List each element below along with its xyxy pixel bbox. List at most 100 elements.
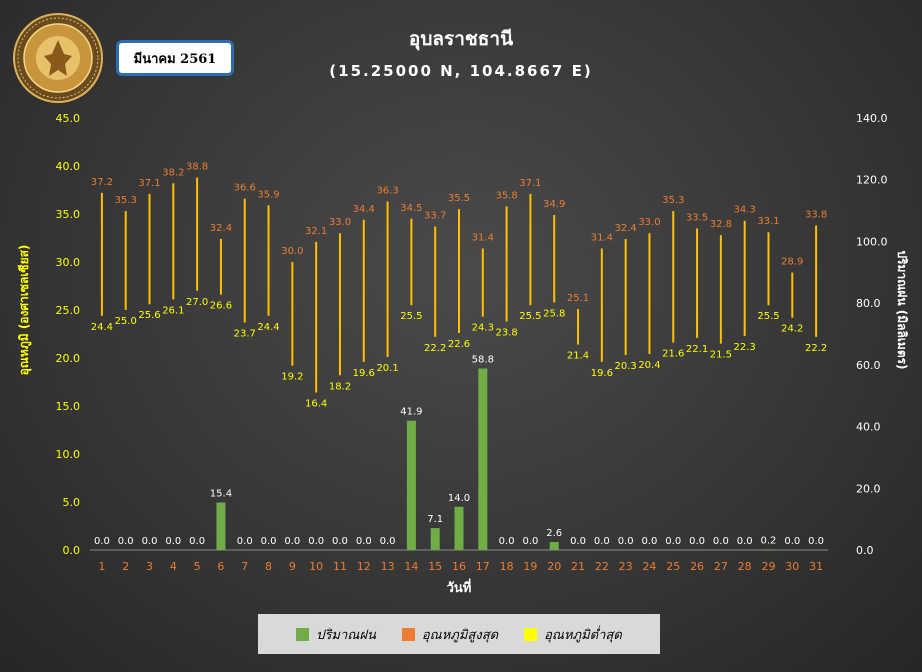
rain-bar (216, 502, 226, 550)
max-temp-data-label: 35.8 (495, 190, 517, 201)
min-temp-data-label: 25.5 (757, 311, 779, 322)
rain-data-label: 0.0 (618, 536, 634, 547)
max-temp-data-label: 34.3 (734, 205, 756, 216)
max-temp-data-label: 34.9 (543, 199, 565, 210)
rain-data-label: 0.0 (594, 536, 610, 547)
x-tick-label: 29 (761, 560, 775, 573)
max-temp-data-label: 37.1 (138, 178, 160, 189)
min-temp-data-label: 21.5 (710, 350, 732, 361)
min-temp-data-label: 20.3 (615, 361, 637, 372)
x-tick-label: 30 (785, 560, 799, 573)
rain-data-label: 0.0 (237, 536, 253, 547)
x-tick-label: 13 (381, 560, 395, 573)
max-temp-data-label: 33.0 (329, 217, 351, 228)
y-left-tick-label: 35.0 (56, 208, 81, 221)
rain-data-label: 0.0 (570, 536, 586, 547)
y-right-tick-label: 60.0 (856, 359, 881, 372)
max-temp-data-label: 36.3 (376, 186, 398, 197)
min-temp-data-label: 24.3 (472, 323, 494, 334)
min-temp-data-label: 22.1 (686, 344, 708, 355)
x-tick-label: 26 (690, 560, 704, 573)
max-temp-data-label: 28.9 (781, 257, 803, 268)
max-temp-data-label: 35.9 (257, 189, 279, 200)
legend-swatch-max-temp (401, 627, 415, 641)
max-temp-data-label: 35.3 (115, 195, 137, 206)
x-tick-label: 10 (309, 560, 323, 573)
y-right-tick-label: 0.0 (856, 544, 874, 557)
legend-item-min-temp: อุณหภูมิต่ำสุด (524, 624, 622, 645)
x-tick-label: 27 (714, 560, 728, 573)
rain-bar (430, 528, 440, 550)
min-temp-data-label: 25.6 (138, 310, 160, 321)
rain-data-label: 0.0 (641, 536, 657, 547)
min-temp-data-label: 25.0 (115, 316, 137, 327)
min-temp-data-label: 22.3 (734, 342, 756, 353)
rain-data-label: 2.6 (546, 528, 562, 539)
max-temp-data-label: 32.4 (615, 223, 637, 234)
x-tick-label: 1 (98, 560, 105, 573)
rain-data-label: 0.0 (142, 536, 158, 547)
min-temp-data-label: 24.2 (781, 324, 803, 335)
rain-data-label: 0.0 (284, 536, 300, 547)
rain-bar (549, 541, 559, 550)
rain-data-label: 0.0 (308, 536, 324, 547)
max-temp-data-label: 32.8 (710, 219, 732, 230)
x-tick-label: 2 (122, 560, 129, 573)
chart-subtitle: (15.25000 N, 104.8667 E) (329, 62, 593, 80)
x-tick-label: 31 (809, 560, 823, 573)
max-temp-data-label: 35.5 (448, 193, 470, 204)
x-tick-label: 5 (194, 560, 201, 573)
x-tick-label: 6 (217, 560, 224, 573)
x-tick-label: 21 (571, 560, 585, 573)
rain-data-label: 58.8 (472, 355, 494, 366)
min-temp-data-label: 24.4 (91, 322, 113, 333)
max-temp-data-label: 34.4 (353, 204, 375, 215)
x-tick-label: 4 (170, 560, 177, 573)
rain-data-label: 15.4 (210, 488, 232, 499)
y-left-tick-label: 5.0 (63, 496, 81, 509)
x-tick-label: 9 (289, 560, 296, 573)
min-temp-data-label: 22.6 (448, 339, 470, 350)
rain-data-label: 0.0 (522, 536, 538, 547)
max-temp-data-label: 33.1 (757, 216, 779, 227)
min-temp-data-label: 23.8 (495, 328, 517, 339)
min-temp-data-label: 19.2 (281, 372, 303, 383)
rain-data-label: 0.0 (499, 536, 515, 547)
rain-data-label: 0.0 (665, 536, 681, 547)
max-temp-data-label: 37.2 (91, 177, 113, 188)
max-temp-data-label: 34.5 (400, 203, 422, 214)
y-left-tick-label: 10.0 (56, 448, 81, 461)
x-tick-label: 22 (595, 560, 609, 573)
min-temp-data-label: 20.1 (376, 363, 398, 374)
x-tick-label: 3 (146, 560, 153, 573)
rain-data-label: 14.0 (448, 493, 470, 504)
rain-data-label: 0.2 (761, 535, 777, 546)
min-temp-data-label: 25.8 (543, 308, 565, 319)
rain-data-label: 0.0 (737, 536, 753, 547)
min-temp-data-label: 25.5 (400, 311, 422, 322)
rain-data-label: 0.0 (189, 536, 205, 547)
min-temp-data-label: 19.6 (353, 368, 375, 379)
min-temp-data-label: 26.1 (162, 305, 184, 316)
min-temp-data-label: 18.2 (329, 381, 351, 392)
rain-data-label: 0.0 (118, 536, 134, 547)
y-right-axis-title: ปริมาณฝน (มิลลิเมตร) (895, 250, 909, 369)
max-temp-data-label: 25.1 (567, 293, 589, 304)
x-tick-label: 24 (642, 560, 656, 573)
rain-data-label: 0.0 (784, 536, 800, 547)
y-left-tick-label: 25.0 (56, 304, 81, 317)
y-left-tick-label: 40.0 (56, 160, 81, 173)
x-tick-label: 23 (619, 560, 633, 573)
y-right-tick-label: 120.0 (856, 174, 888, 187)
y-left-tick-label: 20.0 (56, 352, 81, 365)
min-temp-data-label: 19.6 (591, 368, 613, 379)
max-temp-data-label: 38.2 (162, 167, 184, 178)
rain-data-label: 41.9 (400, 407, 422, 418)
max-temp-data-label: 35.3 (662, 195, 684, 206)
rain-data-label: 0.0 (261, 536, 277, 547)
legend-label-max-temp: อุณหภูมิสูงสุด (421, 627, 499, 643)
y-right-tick-label: 140.0 (856, 112, 888, 125)
rain-data-label: 0.0 (332, 536, 348, 547)
